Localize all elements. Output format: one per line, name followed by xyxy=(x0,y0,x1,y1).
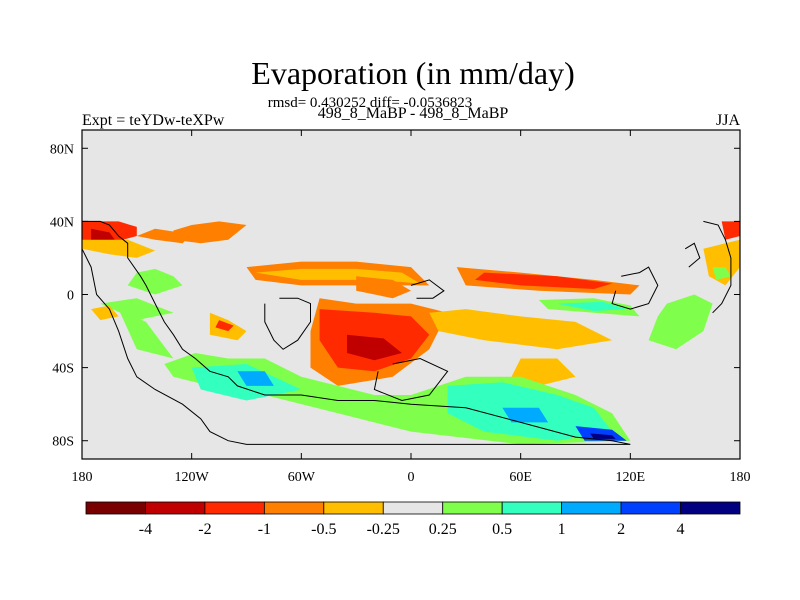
anomaly-region xyxy=(475,272,613,289)
anomaly-region xyxy=(557,301,627,311)
colorbar-label: 0.25 xyxy=(429,521,457,538)
coastline xyxy=(82,220,631,445)
anomaly-region xyxy=(215,320,234,332)
coastline xyxy=(410,279,445,299)
colorbar-label: 0.5 xyxy=(492,521,512,538)
chart-subtitle: 498_8_MaBP - 498_8_MaBP xyxy=(317,105,509,122)
anomaly-regions xyxy=(82,221,740,445)
colorbar-swatch xyxy=(620,501,681,515)
colorbar-swatch xyxy=(501,501,563,515)
colorbar-label: -0.5 xyxy=(311,521,336,538)
colorbar-label: 4 xyxy=(677,521,685,538)
coastline xyxy=(611,266,659,310)
colorbar-swatch xyxy=(204,501,265,515)
colorbar-swatch xyxy=(145,501,206,515)
x-axis: 180 120W 60W 0 60E 120E 180 xyxy=(72,130,751,485)
colorbar-swatch xyxy=(442,501,503,515)
colorbar-label: 2 xyxy=(617,521,625,538)
chart-title: Evaporation (in mm/day) xyxy=(251,55,575,91)
anomaly-region xyxy=(511,358,576,386)
x-tick-label: 120W xyxy=(175,470,210,485)
anomaly-region xyxy=(575,426,627,441)
x-tick-label: 60E xyxy=(509,470,532,485)
coastline xyxy=(264,297,311,350)
rmsd-stats: rmsd= 0.430252 diff= -0.0536823 xyxy=(267,95,473,111)
anomaly-region xyxy=(356,276,411,299)
anomaly-region xyxy=(712,267,731,280)
x-tick-label: 0 xyxy=(408,470,415,485)
colorbar-label: -0.25 xyxy=(367,521,400,538)
x-tick-label: 180 xyxy=(730,470,751,485)
x-tick-label: 180 xyxy=(72,470,93,485)
colorbar-swatch xyxy=(263,501,325,515)
y-tick-label: 0 xyxy=(67,289,74,304)
coastline xyxy=(703,220,732,314)
anomaly-region xyxy=(721,221,740,240)
y-tick-label: 40S xyxy=(52,362,74,377)
anomaly-region xyxy=(82,239,156,258)
y-tick-label: 40N xyxy=(50,215,74,230)
anomaly-region xyxy=(590,433,616,439)
y-tick-label: 80N xyxy=(50,142,74,157)
anomaly-region xyxy=(91,305,119,321)
anomaly-region xyxy=(91,228,115,242)
experiment-label: Expt = teYDw-teXPw xyxy=(82,112,225,129)
coastlines xyxy=(82,220,732,445)
coastline xyxy=(684,242,701,268)
coastline xyxy=(373,357,449,402)
colorbar-swatch xyxy=(561,501,622,515)
colorbar: -4 -2 -1 -0.5 -0.25 0.25 0.5 1 2 4 xyxy=(85,501,741,538)
colorbar-swatch xyxy=(85,501,146,515)
anomaly-region xyxy=(100,298,174,321)
colorbar-swatch xyxy=(680,501,741,515)
anomaly-region xyxy=(127,268,183,295)
y-tick-label: 80S xyxy=(52,435,74,450)
colorbar-label: 1 xyxy=(558,521,566,538)
anomaly-region xyxy=(136,228,192,244)
colorbar-swatch xyxy=(382,501,444,515)
anomaly-region xyxy=(502,407,549,423)
anomaly-region xyxy=(429,309,613,350)
x-tick-label: 60W xyxy=(288,470,316,485)
colorbar-label: -4 xyxy=(139,521,152,538)
colorbar-label: -1 xyxy=(258,521,271,538)
colorbar-swatch xyxy=(323,501,384,515)
season-label: JJA xyxy=(715,112,740,129)
anomaly-region xyxy=(118,309,174,359)
anomaly-region xyxy=(237,371,274,386)
anomaly-region xyxy=(347,334,402,361)
anomaly-region xyxy=(648,294,713,350)
plot-area xyxy=(82,130,740,459)
x-tick-label: 120E xyxy=(616,470,646,485)
anomaly-region xyxy=(173,221,247,244)
y-axis: 80N 40N 0 40S 80S xyxy=(50,142,740,450)
colorbar-label: -2 xyxy=(198,521,211,538)
